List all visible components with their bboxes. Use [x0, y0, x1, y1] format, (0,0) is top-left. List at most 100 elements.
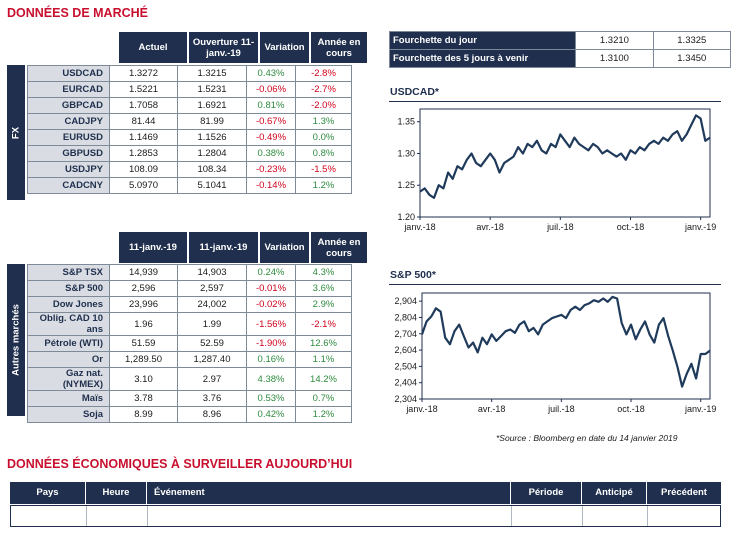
- cell-variation: -0.67%: [246, 113, 296, 130]
- markets-header-2: Variation: [260, 232, 309, 263]
- cell-actual: 51.59: [109, 335, 178, 352]
- cell-open: 14,903: [177, 264, 247, 281]
- cell-actual: 3.78: [109, 390, 178, 407]
- cell-label: Pétrole (WTI): [27, 335, 110, 352]
- markets-header-0: 11-janv.-19: [119, 232, 187, 263]
- table-row: GBPUSD 1.2853 1.2804 0.38% 0.8%: [27, 145, 352, 162]
- cell-variation: -0.02%: [246, 296, 296, 313]
- range-label: Fourchette des 5 jours à venir: [388, 49, 577, 68]
- cell-label: Soja: [27, 406, 110, 423]
- cell-actual: 2,596: [109, 280, 178, 297]
- cell-open: 1.6921: [177, 97, 247, 114]
- y-tick-label: 2,904: [394, 296, 417, 306]
- markets-table: S&P TSX 14,939 14,903 0.24% 4.3% S&P 500 2,596…: [27, 264, 352, 423]
- table-row: GBPCAD 1.7058 1.6921 0.81% -2.0%: [27, 97, 352, 114]
- fx-header-0: Actuel: [119, 32, 187, 63]
- col-separator: [510, 482, 511, 504]
- col-precedent: Précédent: [661, 487, 707, 498]
- cell-variation: -0.14%: [246, 177, 296, 194]
- cell-variation: -1.90%: [246, 335, 296, 352]
- cell-label: GBPUSD: [27, 145, 110, 162]
- cell-label: S&P TSX: [27, 264, 110, 281]
- cell-open: 5.1041: [177, 177, 247, 194]
- cell-ytd: 3.6%: [295, 280, 352, 297]
- table-row: EURUSD 1.1469 1.1526 -0.49% 0.0%: [27, 129, 352, 146]
- series-line: [420, 295, 711, 388]
- cell-label: CADJPY: [27, 113, 110, 130]
- cell-open: 1.3215: [177, 65, 247, 82]
- cell-label: Oblig. CAD 10 ans: [27, 312, 110, 336]
- cell-ytd: 0.7%: [295, 390, 352, 407]
- x-tick-label: avr.-18: [478, 404, 506, 414]
- markets-side-label: Autres marchés: [7, 264, 25, 416]
- cell-open: 2.97: [177, 367, 247, 391]
- y-tick-label: 2,304: [394, 394, 417, 404]
- table-row: Gaz nat. (NYMEX) 3.10 2.97 4.38% 14.2%: [27, 367, 352, 391]
- col-anticipe: Anticipé: [595, 487, 633, 498]
- table-row: CADJPY 81.44 81.99 -0.67% 1.3%: [27, 113, 352, 130]
- col-separator: [86, 506, 87, 526]
- cell-actual: 1.96: [109, 312, 178, 336]
- plot-frame: [421, 292, 711, 400]
- cell-ytd: 0.0%: [295, 129, 352, 146]
- cell-actual: 14,939: [109, 264, 178, 281]
- economic-data-title: DONNÉES ÉCONOMIQUES À SURVEILLER AUJOURD…: [7, 457, 353, 471]
- cell-ytd: 1.3%: [295, 113, 352, 130]
- cell-label: EURUSD: [27, 129, 110, 146]
- cell-variation: 0.16%: [246, 351, 296, 368]
- cell-variation: 0.53%: [246, 390, 296, 407]
- y-tick-label: 1.30: [397, 148, 415, 158]
- cell-open: 52.59: [177, 335, 247, 352]
- economic-table-header: Pays Heure Événement Période Anticipé Pr…: [10, 482, 721, 504]
- fx-header-2: Variation: [260, 32, 309, 63]
- cell-open: 108.34: [177, 161, 247, 178]
- cell-label: Dow Jones: [27, 296, 110, 313]
- table-row: EURCAD 1.5221 1.5231 -0.06% -2.7%: [27, 81, 352, 98]
- cell-actual: 1.2853: [109, 145, 178, 162]
- cell-actual: 1.1469: [109, 129, 178, 146]
- cell-open: 1.2804: [177, 145, 247, 162]
- cell-label: EURCAD: [27, 81, 110, 98]
- cell-ytd: -2.8%: [295, 65, 352, 82]
- cell-actual: 3.10: [109, 367, 178, 391]
- cell-open: 24,002: [177, 296, 247, 313]
- y-tick-label: 1.25: [397, 180, 415, 190]
- x-tick-label: oct.-18: [617, 404, 645, 414]
- table-row: Pétrole (WTI) 51.59 52.59 -1.90% 12.6%: [27, 335, 352, 352]
- y-tick-label: 1.35: [397, 117, 415, 127]
- cell-actual: 1.3272: [109, 65, 178, 82]
- col-separator: [647, 506, 648, 526]
- cell-open: 1.99: [177, 312, 247, 336]
- table-row: Maïs 3.78 3.76 0.53% 0.7%: [27, 390, 352, 407]
- fx-header-3: Année en cours: [311, 32, 367, 63]
- col-evenement: Événement: [154, 487, 205, 498]
- cell-open: 8.96: [177, 406, 247, 423]
- col-separator: [581, 482, 582, 504]
- x-tick-label: janv.-19: [684, 222, 716, 232]
- range-row: Fourchette des 5 jours à venir 1.3100 1.34…: [388, 49, 731, 68]
- cell-actual: 8.99: [109, 406, 178, 423]
- col-separator: [147, 506, 148, 526]
- col-periode: Période: [528, 487, 564, 498]
- range-low: 1.3100: [575, 49, 654, 68]
- cell-label: S&P 500: [27, 280, 110, 297]
- cell-actual: 108.09: [109, 161, 178, 178]
- cell-label: Or: [27, 351, 110, 368]
- cell-actual: 81.44: [109, 113, 178, 130]
- y-tick-label: 2,804: [394, 312, 417, 322]
- x-tick-label: juil.-18: [546, 222, 574, 232]
- col-separator: [582, 506, 583, 526]
- cell-variation: 0.24%: [246, 264, 296, 281]
- sp500-chart-title: S&P 500*: [390, 269, 436, 281]
- cell-ytd: -2.0%: [295, 97, 352, 114]
- sp500-chart: 2,9042,8042,7042,6042,5042,4042,304janv.…: [394, 292, 716, 414]
- fx-table: USDCAD 1.3272 1.3215 0.43% -2.8% EURCAD 1.5221…: [27, 65, 352, 194]
- source-note: *Source : Bloomberg en date du 14 janvie…: [496, 433, 678, 443]
- y-tick-label: 2,604: [394, 345, 417, 355]
- cell-variation: 0.42%: [246, 406, 296, 423]
- markets-header-1: 11-janv.-19: [189, 232, 258, 263]
- market-data-title: DONNÉES DE MARCHÉ: [7, 6, 148, 20]
- col-pays: Pays: [36, 487, 59, 498]
- fx-header-1: Ouverture 11-janv.-19: [189, 32, 258, 63]
